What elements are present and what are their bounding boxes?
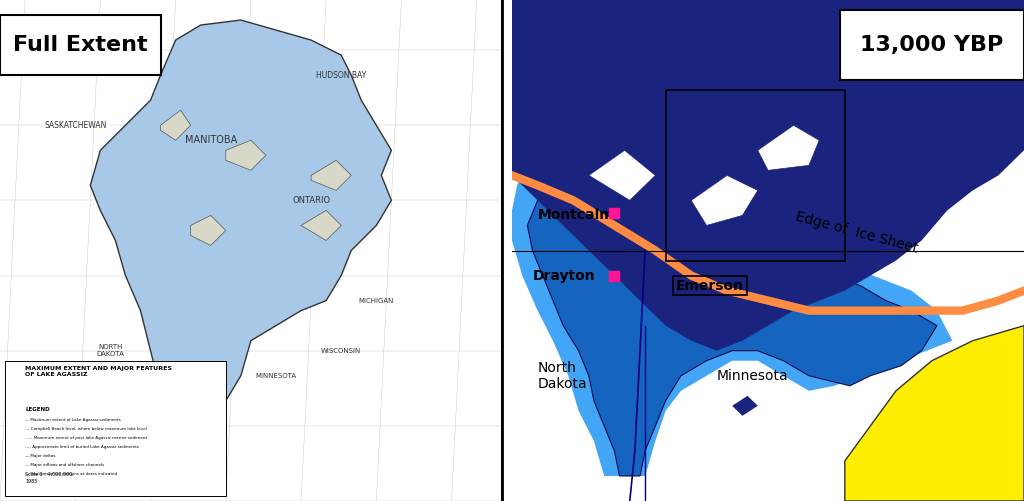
Polygon shape	[799, 276, 829, 301]
Text: Montcalm: Montcalm	[538, 208, 614, 222]
Text: ONTARIO: ONTARIO	[292, 196, 330, 205]
Text: WISCONSIN: WISCONSIN	[322, 348, 361, 354]
Text: 13,000 YBP: 13,000 YBP	[860, 35, 1004, 55]
Text: Minnesota: Minnesota	[717, 369, 788, 383]
Polygon shape	[225, 140, 266, 170]
Polygon shape	[947, 35, 988, 65]
Polygon shape	[896, 70, 937, 100]
Text: Full Extent: Full Extent	[13, 35, 147, 55]
Text: SOUTH
DAKOTA: SOUTH DAKOTA	[86, 434, 115, 447]
Text: Edge of  Ice Sheet: Edge of Ice Sheet	[794, 209, 920, 256]
Polygon shape	[845, 326, 1024, 501]
Polygon shape	[311, 160, 351, 190]
FancyBboxPatch shape	[0, 15, 161, 75]
Text: LEGEND: LEGEND	[25, 407, 50, 412]
Polygon shape	[691, 175, 758, 225]
Polygon shape	[301, 210, 341, 240]
Polygon shape	[161, 110, 190, 140]
Text: MINNESOTA: MINNESOTA	[255, 373, 297, 379]
Text: — Major inflows and offshore channels: — Major inflows and offshore channels	[25, 463, 104, 467]
FancyBboxPatch shape	[5, 361, 225, 496]
Polygon shape	[758, 125, 819, 170]
Polygon shape	[90, 20, 391, 466]
Polygon shape	[845, 60, 886, 90]
Polygon shape	[190, 215, 225, 245]
Polygon shape	[732, 396, 758, 416]
FancyBboxPatch shape	[840, 10, 1024, 80]
Text: SASKATCHEWAN: SASKATCHEWAN	[44, 121, 106, 130]
Polygon shape	[881, 25, 932, 55]
Text: North
Dakota: North Dakota	[538, 361, 587, 391]
Text: Emerson: Emerson	[676, 279, 743, 293]
Text: MANITOBA: MANITOBA	[184, 135, 237, 145]
Text: Drayton: Drayton	[532, 269, 595, 283]
Polygon shape	[527, 150, 937, 476]
Polygon shape	[589, 150, 655, 200]
Text: ...... Maximum extent of post-lake Agassiz marine sediment: ...... Maximum extent of post-lake Agass…	[25, 436, 147, 440]
Text: Scale 1 : 4,000,000: Scale 1 : 4,000,000	[25, 472, 73, 477]
Polygon shape	[512, 0, 1024, 351]
Text: MICHIGAN: MICHIGAN	[358, 298, 394, 304]
Polygon shape	[973, 75, 1014, 105]
Text: --- Campbell Beach level, where below maximum lake level: --- Campbell Beach level, where below ma…	[25, 427, 146, 431]
Text: 1985: 1985	[25, 479, 38, 484]
Text: MAXIMUM EXTENT AND MAJOR FEATURES
OF LAKE AGASSIZ: MAXIMUM EXTENT AND MAJOR FEATURES OF LAK…	[25, 366, 172, 377]
Text: — Major deltas: — Major deltas	[25, 454, 55, 458]
Text: — Positions of ice margins at dates indicated: — Positions of ice margins at dates indi…	[25, 472, 117, 476]
Text: ---- Approximate limit of buried Lake Agassiz sediments: ---- Approximate limit of buried Lake Ag…	[25, 445, 139, 449]
Text: HUDSON BAY: HUDSON BAY	[316, 71, 367, 80]
Polygon shape	[512, 140, 952, 476]
Text: — Maximum extent of Lake Agassiz sediments: — Maximum extent of Lake Agassiz sedimen…	[25, 418, 121, 422]
Text: NORTH
DAKOTA: NORTH DAKOTA	[96, 344, 124, 357]
